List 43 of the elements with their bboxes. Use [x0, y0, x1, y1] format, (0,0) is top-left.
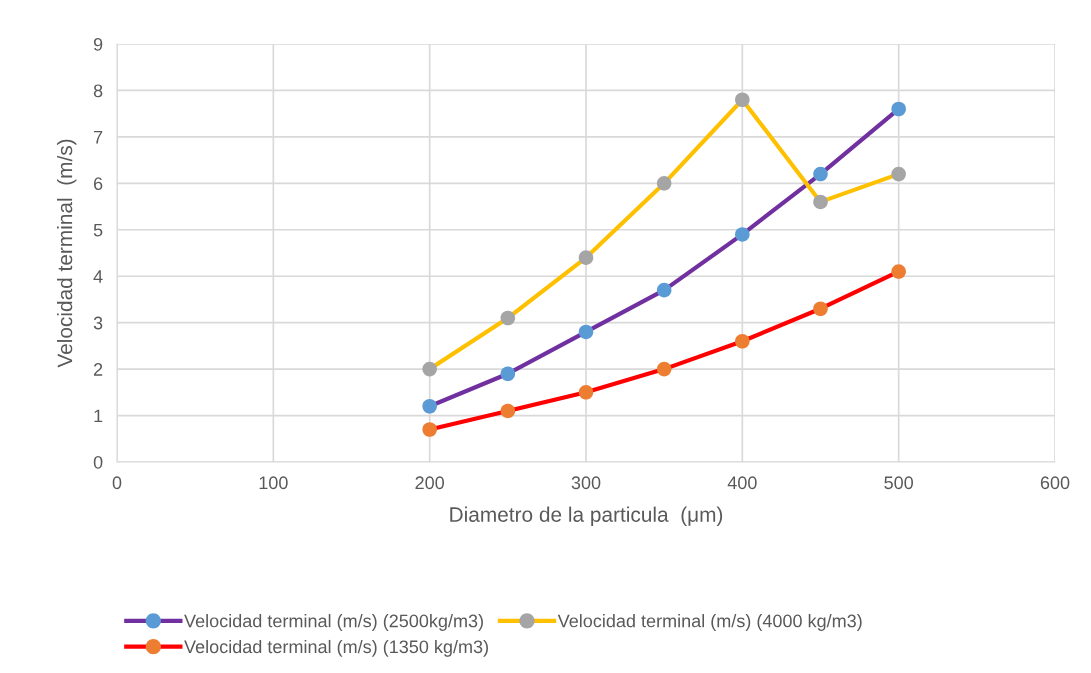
point: [578, 250, 594, 265]
point: [891, 166, 906, 182]
y-tick-label: 6: [93, 177, 103, 191]
x-tick-label: 0: [112, 476, 122, 490]
y-tick-label: 0: [93, 455, 103, 469]
legend-label: Velocidad terminal (m/s) (4000 kg/m3): [557, 614, 862, 631]
point: [735, 92, 750, 108]
y-tick-label: 5: [93, 223, 103, 237]
point: [813, 194, 828, 210]
point: [656, 361, 672, 377]
y-tick-label: 3: [93, 316, 103, 330]
y-tick-label: 2: [93, 363, 103, 376]
point: [422, 422, 437, 437]
point: [578, 324, 594, 340]
x-tick-label: 400: [727, 476, 757, 490]
y-tick-label: 8: [93, 84, 103, 98]
x-tick-label: 300: [571, 476, 601, 490]
y-tick-label: 9: [93, 37, 103, 51]
legend-label: Velocidad terminal (m/s) (1350 kg/m3): [184, 639, 488, 657]
point: [891, 264, 906, 279]
legend-label: Velocidad terminal (m/s) (2500kg/m3): [184, 614, 483, 631]
point: [500, 403, 516, 419]
point: [735, 227, 750, 242]
point: [656, 176, 672, 191]
point: [500, 310, 516, 326]
point: [813, 301, 828, 317]
point: [422, 361, 437, 377]
y-tick-label: 4: [93, 270, 103, 283]
point: [891, 101, 906, 117]
x-axis-title: Diametro de la particula (μm): [450, 506, 723, 527]
point: [735, 333, 750, 349]
point: [500, 366, 516, 382]
x-tick-label: 100: [259, 476, 288, 490]
point: [656, 282, 672, 298]
y-tick-label: 1: [94, 409, 103, 423]
x-tick-label: 500: [884, 476, 914, 490]
x-tick-label: 200: [415, 476, 445, 490]
y-axis-title: Velocidad terminal (m/s): [56, 139, 77, 368]
point: [813, 166, 828, 182]
point: [422, 398, 437, 414]
point: [578, 385, 594, 400]
x-tick-label: 600: [1040, 476, 1070, 490]
y-tick-label: 7: [94, 131, 103, 144]
